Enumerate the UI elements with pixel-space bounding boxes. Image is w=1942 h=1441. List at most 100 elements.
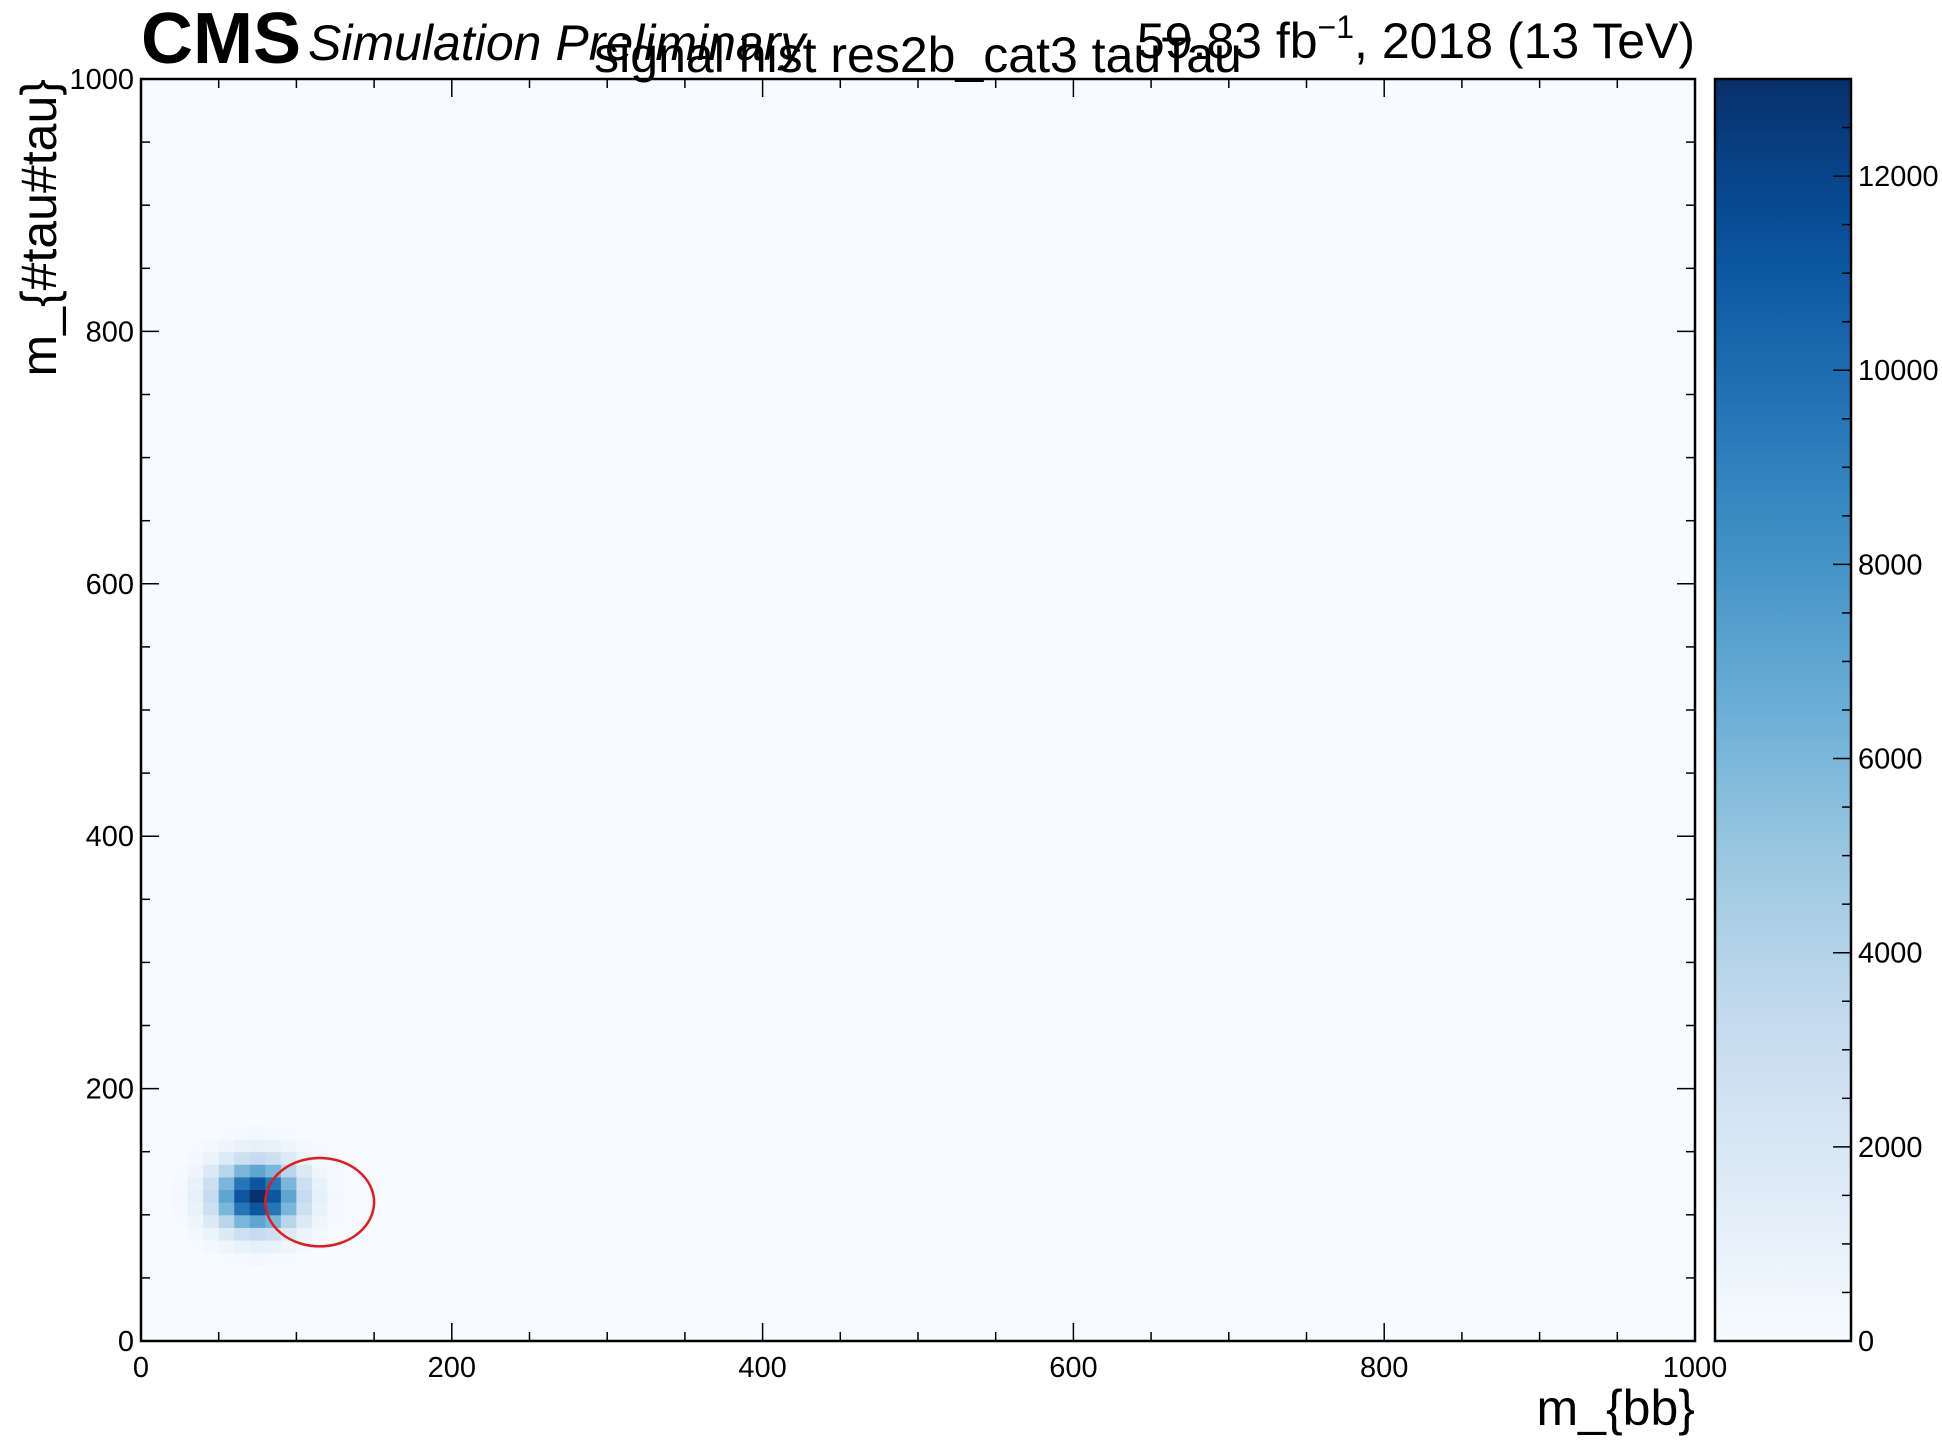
- heatmap-cell: [172, 1202, 189, 1216]
- colorbar-ticks: 0 2000 4000 6000 8000 10000 12000: [1833, 78, 1939, 1358]
- heatmap-cell: [218, 1214, 235, 1228]
- heatmap-cell: [249, 1151, 266, 1165]
- heatmap-cell: [249, 1126, 266, 1140]
- colorbar: [1713, 77, 1853, 1343]
- y-tick-label: 1000: [69, 64, 134, 96]
- heatmap-cell: [203, 1240, 220, 1254]
- heatmap-cell: [218, 1139, 235, 1153]
- heatmap-cell: [280, 1176, 297, 1191]
- heatmap-cell: [218, 1126, 235, 1140]
- x-axis-label: m_{bb}: [1537, 1380, 1695, 1436]
- heatmap-cell: [218, 1151, 235, 1165]
- y-tick-label: 600: [86, 569, 134, 601]
- heatmap-cell: [203, 1176, 220, 1191]
- heatmap-cell: [265, 1189, 282, 1203]
- heatmap-cell: [234, 1252, 251, 1266]
- heatmap-cell: [203, 1151, 220, 1165]
- y-axis-label: m_{#tau#tau}: [11, 79, 67, 377]
- heatmap-cell: [234, 1176, 251, 1191]
- heatmap-cell: [296, 1164, 313, 1178]
- heatmap-cell: [218, 1202, 235, 1216]
- heatmap-cell: [203, 1139, 220, 1153]
- signal-region-circle: [264, 1156, 376, 1248]
- heatmap-cell: [280, 1202, 297, 1216]
- heatmap-cell: [311, 1189, 328, 1203]
- lumi-exponent: −1: [1318, 9, 1354, 45]
- heatmap-cell: [265, 1139, 282, 1153]
- heatmap-cell: [218, 1176, 235, 1191]
- heatmap-cell: [249, 1139, 266, 1153]
- heatmap-cell: [249, 1176, 266, 1191]
- heatmap-cell: [187, 1227, 204, 1241]
- heatmap-cell: [280, 1214, 297, 1228]
- cms-label: CMS: [141, 0, 301, 79]
- heatmap-cell: [249, 1240, 266, 1254]
- heatmap-cell: [249, 1227, 266, 1241]
- heatmap-cell: [187, 1240, 204, 1254]
- heatmap-cell: [234, 1126, 251, 1140]
- plot-background: [141, 79, 1695, 1341]
- heatmap-cell: [249, 1252, 266, 1266]
- x-tick-label: 400: [738, 1352, 786, 1384]
- heatmap-cell: [234, 1214, 251, 1228]
- heatmap-cell: [172, 1189, 189, 1203]
- heatmap-cell: [280, 1240, 297, 1254]
- x-tick-label: 800: [1360, 1352, 1408, 1384]
- heatmap-cell: [280, 1126, 297, 1140]
- heatmap-cell: [234, 1151, 251, 1165]
- heatmap-cell: [311, 1176, 328, 1191]
- heatmap-cell: [280, 1252, 297, 1266]
- y-tick-label: 400: [86, 821, 134, 853]
- y-tick-label: 200: [86, 1074, 134, 1106]
- heatmap-cell: [280, 1139, 297, 1153]
- colorbar-tick-label: 0: [1858, 1326, 1874, 1358]
- heatmap-cell: [203, 1214, 220, 1228]
- heatmap-cell: [234, 1227, 251, 1241]
- heatmap-cell: [296, 1139, 313, 1153]
- heatmap-cell: [249, 1202, 266, 1216]
- x-tick-label: 600: [1049, 1352, 1097, 1384]
- heatmap-cell: [296, 1176, 313, 1191]
- heatmap-cell: [296, 1227, 313, 1241]
- heatmap-cell: [187, 1189, 204, 1203]
- heatmap-cell: [234, 1240, 251, 1254]
- heatmap-cell: [218, 1164, 235, 1178]
- heatmap-cell: [218, 1252, 235, 1266]
- heatmap-cells: [172, 1126, 344, 1266]
- heatmap-cell: [249, 1164, 266, 1178]
- plot-frame: [139, 77, 1697, 1343]
- heatmap-cell: [172, 1164, 189, 1178]
- heatmap-cell: [265, 1126, 282, 1140]
- heatmap-cell: [234, 1189, 251, 1203]
- heatmap-cell: [311, 1227, 328, 1241]
- heatmap-cell: [234, 1164, 251, 1178]
- heatmap-cell: [296, 1189, 313, 1203]
- colorbar-tick-label: 12000: [1858, 161, 1939, 193]
- y-tick-label: 0: [118, 1326, 134, 1358]
- heatmap-cell: [187, 1151, 204, 1165]
- heatmap-cell: [187, 1139, 204, 1153]
- heatmap-cell: [218, 1240, 235, 1254]
- x-tick-label: 0: [133, 1352, 149, 1384]
- heatmap-cell: [280, 1151, 297, 1165]
- heatmap-cell: [234, 1139, 251, 1153]
- heatmap-cell: [218, 1189, 235, 1203]
- colorbar-tick-label: 2000: [1858, 1132, 1923, 1164]
- heatmap-cell: [203, 1189, 220, 1203]
- heatmap-cell: [265, 1252, 282, 1266]
- heatmap-cell: [327, 1214, 344, 1228]
- heatmap-cell: [203, 1164, 220, 1178]
- heatmap-cell: [187, 1202, 204, 1216]
- colorbar-tick-label: 10000: [1858, 355, 1939, 387]
- y-tick-label: 800: [86, 316, 134, 348]
- x-tick-label: 200: [428, 1352, 476, 1384]
- heatmap-cell: [234, 1202, 251, 1216]
- heatmap-cell: [172, 1176, 189, 1191]
- colorbar-tick-label: 6000: [1858, 744, 1923, 776]
- heatmap-cell: [265, 1151, 282, 1165]
- signal-region-circle-layer: [264, 1156, 376, 1248]
- colorbar-tick-label: 4000: [1858, 938, 1923, 970]
- heatmap-cell: [203, 1227, 220, 1241]
- heatmap-cell: [296, 1202, 313, 1216]
